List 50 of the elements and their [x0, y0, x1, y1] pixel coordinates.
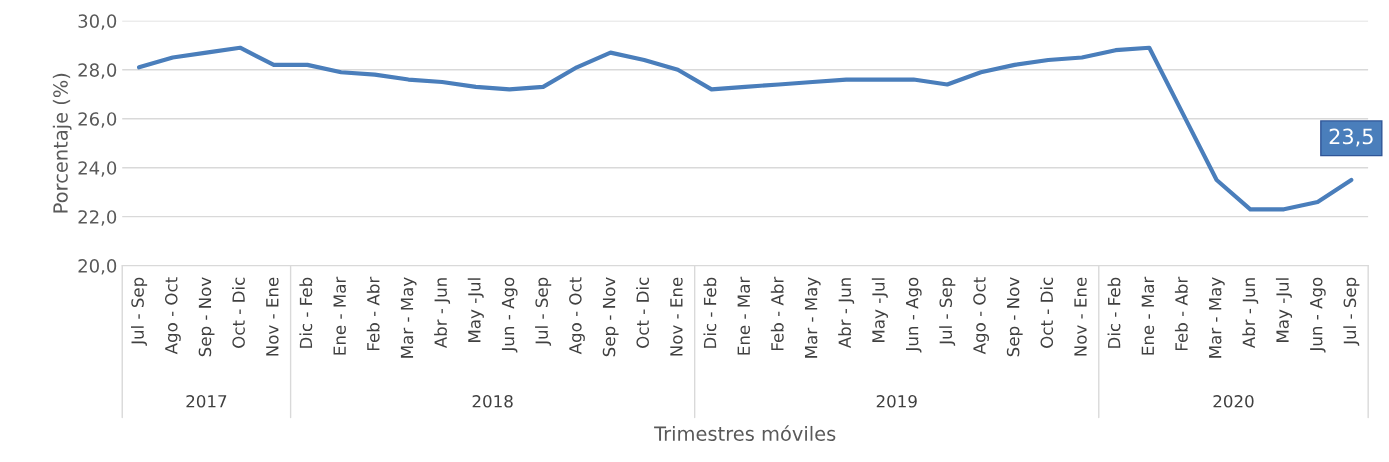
y-tick-label: 26,0: [78, 112, 117, 128]
y-tick-label: 28,0: [78, 63, 117, 79]
y-axis-title: Porcentaje (%): [52, 73, 72, 213]
x-tick-label: Ene - Mar: [1141, 276, 1155, 355]
x-tick-label: Jun - Ago: [906, 277, 922, 353]
x-tick-label: Oct - Dic: [232, 277, 245, 348]
x-tick-label: Jul - Sep: [1343, 277, 1360, 346]
text: 2018: [472, 395, 513, 408]
x-tick-label: Ene - Mar: [333, 276, 346, 355]
text: 2020: [1213, 395, 1254, 408]
x-tick-label: Abr - Jun: [434, 278, 451, 349]
x-tick-label: May -Jul: [467, 278, 484, 342]
y-tick-label: 22,0: [78, 210, 117, 226]
x-tick-label: Abr - Jun: [838, 278, 855, 349]
y-tick-label: 30,0: [78, 14, 117, 30]
x-tick-label: Ago - Oct: [973, 277, 989, 355]
x-tick-label: Ago - Oct: [164, 277, 181, 355]
text: 2019: [876, 395, 917, 408]
y-tick-label: 24,0: [78, 161, 117, 177]
x-tick-label: Feb - Abr: [366, 276, 380, 351]
x-tick-label: Jul - Sep: [535, 277, 552, 346]
x-tick-label: Jun - Ago: [501, 277, 518, 353]
data-label: 23,5: [1329, 128, 1373, 147]
x-tick-label: Mar - May: [1209, 277, 1225, 358]
x-tick-label: Dic - Feb: [1107, 277, 1121, 348]
x-tick-label: Nov - Ene: [266, 277, 279, 356]
x-tick-label: Dic - Feb: [703, 277, 717, 348]
x-tick-label: Oct - Dic: [636, 277, 650, 348]
x-axis-title: Trimestres móviles: [654, 425, 836, 441]
x-tick-label: Dic - Feb: [299, 277, 313, 348]
x-tick-label: Mar - May: [804, 277, 821, 358]
x-tick-label: Jul - Sep: [939, 277, 956, 346]
text: 2017: [186, 395, 227, 408]
x-tick-label: Jul - Sep: [131, 277, 148, 346]
x-tick-label: Nov - Ene: [1074, 277, 1087, 356]
x-tick-label: Mar - May: [400, 277, 417, 358]
x-tick-label: Oct - Dic: [1040, 277, 1054, 348]
x-tick-label: Sep - Nov: [198, 277, 215, 357]
x-tick-label: May -Jul: [1275, 278, 1293, 342]
x-tick-label: Ene - Mar: [737, 276, 751, 355]
x-tick-label: Feb - Abr: [1174, 276, 1188, 351]
x-tick-label: Sep - Nov: [602, 277, 619, 357]
x-tick-label: Feb - Abr: [770, 276, 784, 351]
x-tick-label: Sep - Nov: [1006, 277, 1023, 357]
y-tick-label: 20,0: [78, 259, 117, 275]
x-tick-label: Abr - Jun: [1242, 278, 1259, 349]
x-tick-label: Jun - Ago: [1310, 277, 1326, 353]
x-tick-label: Nov - Ene: [670, 277, 683, 356]
x-tick-label: Ago - Oct: [569, 277, 585, 355]
x-tick-label: May -Jul: [871, 278, 888, 342]
